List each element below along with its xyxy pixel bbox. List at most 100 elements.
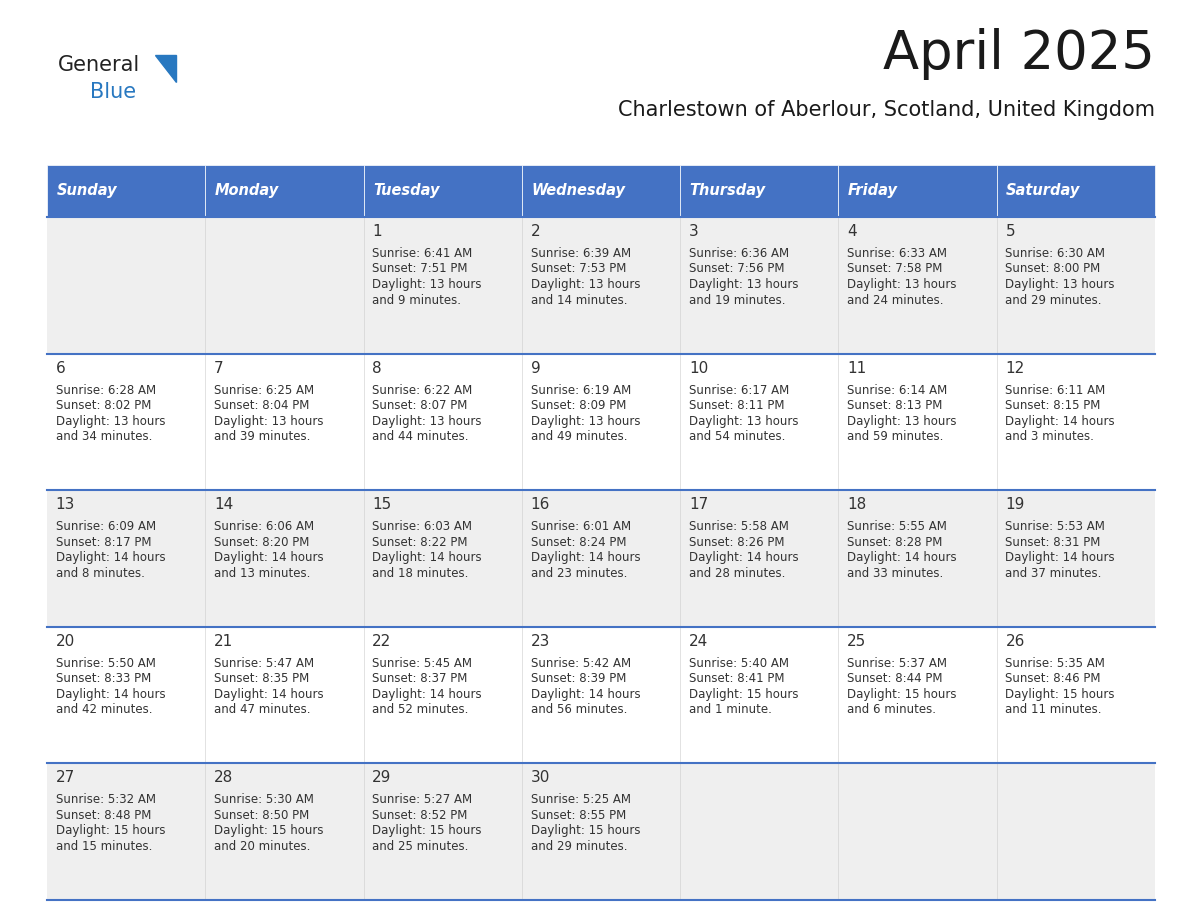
Text: 4: 4 <box>847 224 857 239</box>
Text: Sunset: 8:50 PM: Sunset: 8:50 PM <box>214 809 309 822</box>
Text: and 20 minutes.: and 20 minutes. <box>214 840 310 853</box>
Text: Sunset: 7:53 PM: Sunset: 7:53 PM <box>531 263 626 275</box>
Text: and 8 minutes.: and 8 minutes. <box>56 566 145 579</box>
Text: and 29 minutes.: and 29 minutes. <box>531 840 627 853</box>
Text: Saturday: Saturday <box>1006 184 1081 198</box>
Text: Tuesday: Tuesday <box>373 184 440 198</box>
Bar <box>48 490 1155 627</box>
Bar <box>206 165 364 217</box>
Text: Daylight: 13 hours: Daylight: 13 hours <box>372 415 482 428</box>
Text: Sunset: 8:09 PM: Sunset: 8:09 PM <box>531 399 626 412</box>
Text: and 9 minutes.: and 9 minutes. <box>372 294 461 307</box>
Bar <box>48 764 1155 900</box>
Text: Sunrise: 5:55 AM: Sunrise: 5:55 AM <box>847 521 947 533</box>
Text: General: General <box>58 55 140 75</box>
Text: Sunset: 8:24 PM: Sunset: 8:24 PM <box>531 536 626 549</box>
Text: Sunrise: 6:36 AM: Sunrise: 6:36 AM <box>689 247 789 260</box>
Text: Daylight: 14 hours: Daylight: 14 hours <box>214 688 323 700</box>
Text: Daylight: 14 hours: Daylight: 14 hours <box>1005 415 1116 428</box>
Text: 13: 13 <box>56 498 75 512</box>
Text: 14: 14 <box>214 498 233 512</box>
Text: and 6 minutes.: and 6 minutes. <box>847 703 936 716</box>
Text: Daylight: 13 hours: Daylight: 13 hours <box>531 278 640 291</box>
Text: and 56 minutes.: and 56 minutes. <box>531 703 627 716</box>
Text: Daylight: 14 hours: Daylight: 14 hours <box>531 551 640 565</box>
Text: 24: 24 <box>689 633 708 649</box>
Polygon shape <box>154 55 176 82</box>
Text: Sunset: 7:51 PM: Sunset: 7:51 PM <box>372 263 468 275</box>
Text: Blue: Blue <box>90 82 137 102</box>
Text: and 49 minutes.: and 49 minutes. <box>531 431 627 443</box>
Text: Daylight: 14 hours: Daylight: 14 hours <box>56 688 165 700</box>
Text: Daylight: 15 hours: Daylight: 15 hours <box>531 824 640 837</box>
Text: Daylight: 13 hours: Daylight: 13 hours <box>56 415 165 428</box>
Text: Sunset: 8:22 PM: Sunset: 8:22 PM <box>372 536 468 549</box>
Text: 9: 9 <box>531 361 541 375</box>
Text: Daylight: 14 hours: Daylight: 14 hours <box>1005 551 1116 565</box>
Text: Daylight: 13 hours: Daylight: 13 hours <box>531 415 640 428</box>
Text: and 54 minutes.: and 54 minutes. <box>689 431 785 443</box>
Text: Monday: Monday <box>215 184 279 198</box>
Text: Sunset: 8:04 PM: Sunset: 8:04 PM <box>214 399 309 412</box>
Text: Daylight: 15 hours: Daylight: 15 hours <box>56 824 165 837</box>
Text: Sunset: 8:39 PM: Sunset: 8:39 PM <box>531 672 626 686</box>
Bar <box>48 627 1155 764</box>
Text: 18: 18 <box>847 498 866 512</box>
Text: Daylight: 14 hours: Daylight: 14 hours <box>372 688 482 700</box>
Text: Sunrise: 6:01 AM: Sunrise: 6:01 AM <box>531 521 631 533</box>
Text: Sunset: 8:44 PM: Sunset: 8:44 PM <box>847 672 942 686</box>
Text: 23: 23 <box>531 633 550 649</box>
Text: and 34 minutes.: and 34 minutes. <box>56 431 152 443</box>
Text: Sunrise: 6:25 AM: Sunrise: 6:25 AM <box>214 384 314 397</box>
Text: Sunset: 8:37 PM: Sunset: 8:37 PM <box>372 672 468 686</box>
Text: Sunset: 8:20 PM: Sunset: 8:20 PM <box>214 536 309 549</box>
Text: Daylight: 13 hours: Daylight: 13 hours <box>847 415 956 428</box>
Text: 19: 19 <box>1005 498 1025 512</box>
Bar <box>364 165 522 217</box>
Text: Daylight: 13 hours: Daylight: 13 hours <box>689 278 798 291</box>
Bar <box>48 217 1155 353</box>
Text: Sunset: 8:33 PM: Sunset: 8:33 PM <box>56 672 151 686</box>
Text: Sunrise: 6:19 AM: Sunrise: 6:19 AM <box>531 384 631 397</box>
Text: Sunset: 8:17 PM: Sunset: 8:17 PM <box>56 536 151 549</box>
Text: and 29 minutes.: and 29 minutes. <box>1005 294 1102 307</box>
Text: Sunday: Sunday <box>57 184 118 198</box>
Text: Sunrise: 6:09 AM: Sunrise: 6:09 AM <box>56 521 156 533</box>
Text: and 13 minutes.: and 13 minutes. <box>214 566 310 579</box>
Text: 21: 21 <box>214 633 233 649</box>
Text: and 3 minutes.: and 3 minutes. <box>1005 431 1094 443</box>
Text: and 47 minutes.: and 47 minutes. <box>214 703 310 716</box>
Text: and 1 minute.: and 1 minute. <box>689 703 772 716</box>
Text: Sunrise: 6:06 AM: Sunrise: 6:06 AM <box>214 521 314 533</box>
Text: Sunrise: 5:25 AM: Sunrise: 5:25 AM <box>531 793 631 806</box>
Text: Sunset: 8:28 PM: Sunset: 8:28 PM <box>847 536 942 549</box>
Text: Sunset: 8:02 PM: Sunset: 8:02 PM <box>56 399 151 412</box>
Text: and 23 minutes.: and 23 minutes. <box>531 566 627 579</box>
Text: 5: 5 <box>1005 224 1015 239</box>
Bar <box>681 165 839 217</box>
Text: 10: 10 <box>689 361 708 375</box>
Text: Sunset: 8:00 PM: Sunset: 8:00 PM <box>1005 263 1100 275</box>
Bar <box>997 165 1155 217</box>
Text: Sunrise: 5:53 AM: Sunrise: 5:53 AM <box>1005 521 1105 533</box>
Text: Sunset: 7:56 PM: Sunset: 7:56 PM <box>689 263 784 275</box>
Text: and 14 minutes.: and 14 minutes. <box>531 294 627 307</box>
Text: 1: 1 <box>372 224 381 239</box>
Text: 11: 11 <box>847 361 866 375</box>
Text: and 11 minutes.: and 11 minutes. <box>1005 703 1102 716</box>
Text: Sunrise: 5:35 AM: Sunrise: 5:35 AM <box>1005 656 1105 670</box>
Text: Sunset: 8:07 PM: Sunset: 8:07 PM <box>372 399 468 412</box>
Text: 17: 17 <box>689 498 708 512</box>
Text: Sunrise: 5:58 AM: Sunrise: 5:58 AM <box>689 521 789 533</box>
Text: Wednesday: Wednesday <box>531 184 625 198</box>
Text: Charlestown of Aberlour, Scotland, United Kingdom: Charlestown of Aberlour, Scotland, Unite… <box>618 100 1155 120</box>
Text: 12: 12 <box>1005 361 1025 375</box>
Text: 29: 29 <box>372 770 392 786</box>
Text: Sunrise: 5:32 AM: Sunrise: 5:32 AM <box>56 793 156 806</box>
Text: 27: 27 <box>56 770 75 786</box>
Text: and 59 minutes.: and 59 minutes. <box>847 431 943 443</box>
Text: Sunrise: 5:40 AM: Sunrise: 5:40 AM <box>689 656 789 670</box>
Text: and 37 minutes.: and 37 minutes. <box>1005 566 1101 579</box>
Text: Daylight: 13 hours: Daylight: 13 hours <box>214 415 323 428</box>
Text: and 52 minutes.: and 52 minutes. <box>372 703 468 716</box>
